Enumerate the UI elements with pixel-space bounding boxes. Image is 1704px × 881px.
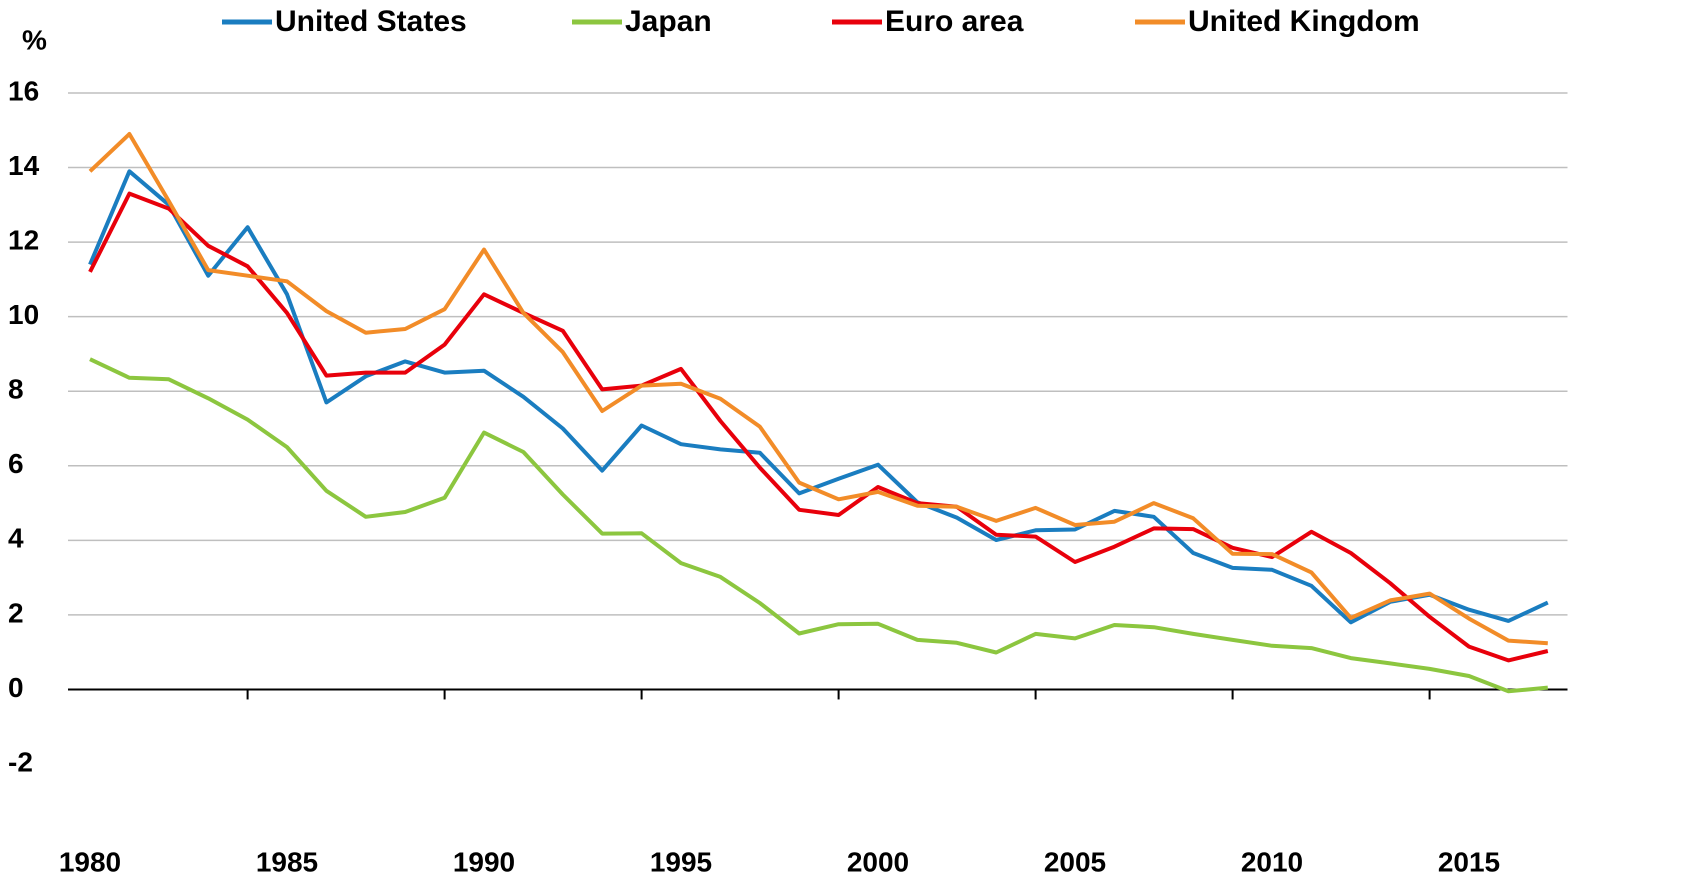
y-tick-label: 8	[8, 374, 24, 405]
y-tick-label: 4	[8, 523, 24, 554]
legend-label: United States	[275, 5, 467, 38]
y-tick-label: 16	[8, 75, 39, 106]
series-line	[88, 169, 1549, 625]
series-line	[89, 357, 1548, 694]
x-tick-label: 1985	[256, 846, 318, 877]
x-tick-label: 1980	[59, 846, 121, 877]
legend-label: Japan	[625, 5, 712, 38]
y-tick-label: -2	[8, 746, 33, 777]
y-tick-label: 10	[8, 299, 39, 330]
legend-label: United Kingdom	[1188, 5, 1420, 38]
y-tick-label: 2	[8, 597, 24, 628]
legend-label: Euro area	[885, 5, 1024, 38]
y-unit-label: %	[22, 24, 47, 55]
x-tick-label: 1990	[453, 846, 515, 877]
y-tick-label: 6	[8, 448, 24, 479]
x-tick-label: 2010	[1241, 846, 1303, 877]
x-tick-label: 2000	[847, 846, 909, 877]
y-tick-label: 14	[8, 150, 40, 181]
x-tick-label: 2005	[1044, 846, 1106, 877]
series-line	[88, 132, 1548, 646]
y-tick-label: 0	[8, 672, 24, 703]
x-tick-label: 2015	[1438, 846, 1500, 877]
y-tick-label: 12	[8, 225, 39, 256]
series-line	[88, 191, 1549, 663]
x-tick-label: 1995	[650, 846, 712, 877]
